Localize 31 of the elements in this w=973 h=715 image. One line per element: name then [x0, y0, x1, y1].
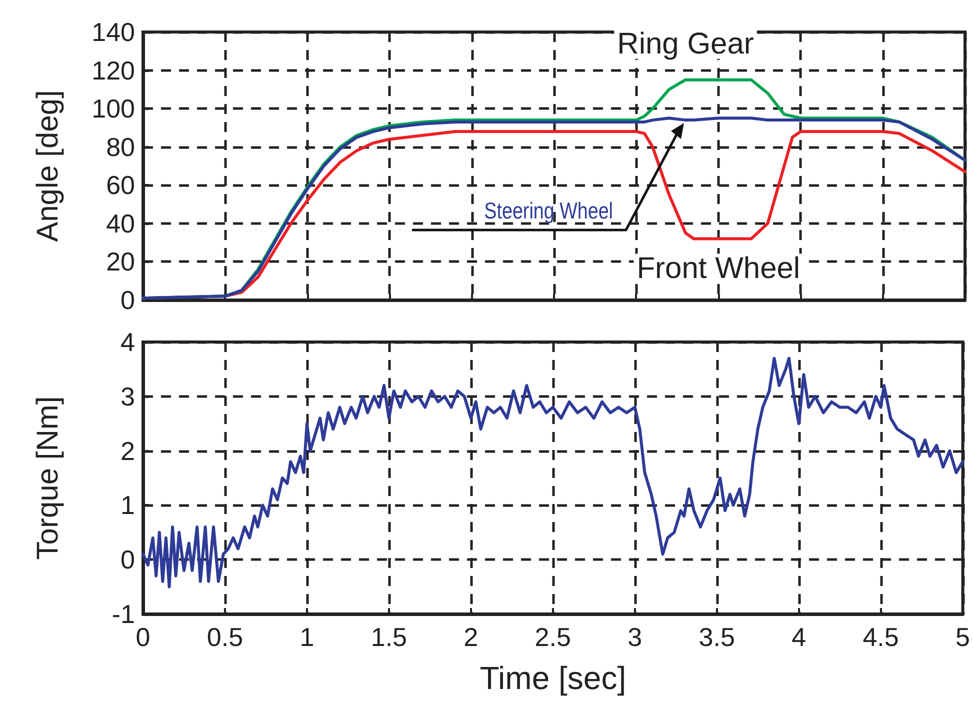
x-tick-label: 0.5 — [206, 622, 244, 652]
y-axis-title: Angle [deg] — [32, 90, 64, 242]
line-series — [142, 356, 964, 588]
text: Steering Wheel — [484, 198, 613, 224]
y-tick-label: 0 — [120, 285, 135, 315]
y-tick-label: 120 — [92, 55, 135, 86]
x-tick-label: 1 — [300, 622, 314, 652]
series-label: Ring Gear — [617, 27, 754, 60]
y-tick-label: 140 — [92, 17, 135, 47]
x-tick-label: 4.5 — [862, 622, 899, 652]
x-tick-label: 2.5 — [534, 622, 571, 652]
x-tick-label: 1.5 — [370, 622, 408, 652]
y-tick-label: 0 — [120, 544, 135, 575]
y-tick-label: 80 — [106, 132, 135, 162]
x-axis-title: Time [sec] — [480, 660, 626, 696]
x-tick-label: 3 — [628, 622, 642, 652]
series-label: Front Wheel — [636, 252, 800, 286]
y-axis-title: Torque [Nm] — [32, 396, 64, 560]
y-tick-label: -1 — [112, 599, 135, 629]
x-tick-label: 3.5 — [698, 622, 735, 652]
y-tick-label: 60 — [106, 170, 135, 200]
y-tick-label: 4 — [120, 327, 135, 357]
y-tick-label: 100 — [92, 94, 135, 124]
y-tick-label: 2 — [120, 436, 135, 466]
y-tick-label: 3 — [120, 381, 135, 412]
x-tick-label: 4 — [792, 622, 806, 652]
x-tick-label: 5 — [956, 622, 970, 652]
y-tick-label: 20 — [106, 246, 135, 277]
x-tick-label: 2 — [464, 622, 478, 652]
y-tick-label: 40 — [106, 208, 135, 238]
y-tick-label: 1 — [120, 490, 135, 520]
